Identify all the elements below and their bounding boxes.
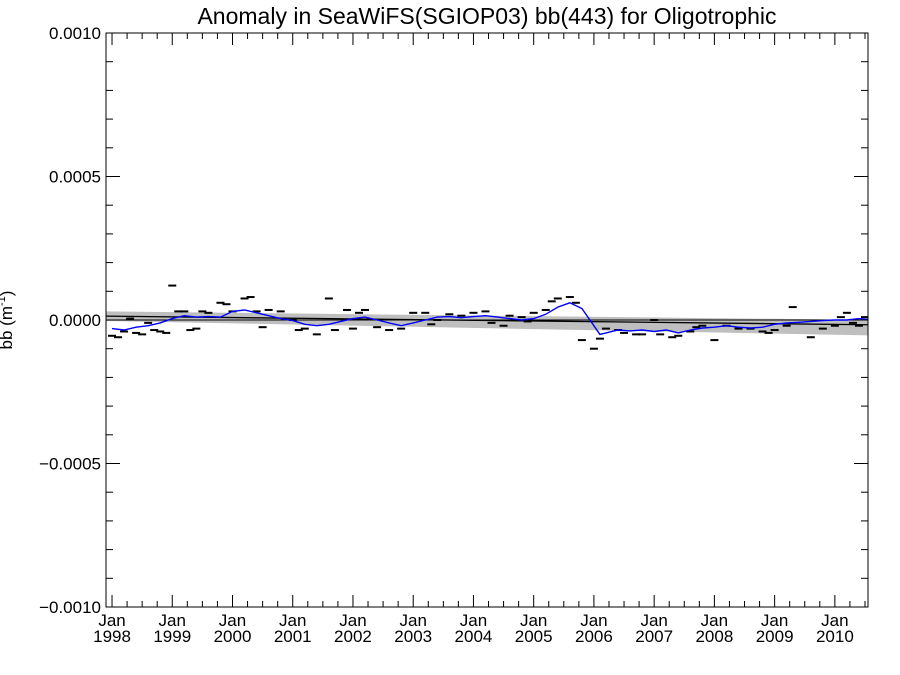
x-tick-month-label: Jan xyxy=(460,611,487,630)
x-tick-month-label: Jan xyxy=(761,611,788,630)
x-tick-month-label: Jan xyxy=(701,611,728,630)
x-tick-year-label: 1998 xyxy=(93,627,131,646)
x-tick-year-label: 2005 xyxy=(515,627,553,646)
smoothed-anomaly-line xyxy=(111,302,868,336)
y-axis-label: bb (m-1) xyxy=(0,291,16,350)
x-tick-month-label: Jan xyxy=(821,611,848,630)
x-tick-month-label: Jan xyxy=(399,611,426,630)
x-tick-month-label: Jan xyxy=(580,611,607,630)
trend-line xyxy=(106,315,868,326)
x-tick-month-label: Jan xyxy=(640,611,667,630)
y-axis-label-main: bb (m xyxy=(0,306,16,349)
x-ticks: Jan1998Jan1999Jan2000Jan2001Jan2002Jan20… xyxy=(93,33,866,646)
chart-title: Anomaly in SeaWiFS(SGIOP03) bb(443) for … xyxy=(197,3,776,29)
x-tick-year-label: 1999 xyxy=(153,627,191,646)
y-axis-label-exponent: -1 xyxy=(0,296,8,306)
x-tick-month-label: Jan xyxy=(98,611,125,630)
x-tick-month-label: Jan xyxy=(279,611,306,630)
x-tick-month-label: Jan xyxy=(159,611,186,630)
x-tick-year-label: 2007 xyxy=(635,627,673,646)
confidence-band xyxy=(106,311,868,336)
y-ticks: −0.0010 −0.0005 0.0000 0.0005 0.0010 xyxy=(39,24,868,617)
y-tick-label: −0.0010 xyxy=(39,598,101,617)
x-tick-month-label: Jan xyxy=(219,611,246,630)
x-tick-month-label: Jan xyxy=(339,611,366,630)
x-tick-year-label: 2006 xyxy=(575,627,613,646)
x-tick-month-label: Jan xyxy=(520,611,547,630)
y-tick-label: 0.0000 xyxy=(49,311,101,330)
y-tick-label: −0.0005 xyxy=(39,455,101,474)
y-axis-label-close: ) xyxy=(0,291,16,297)
x-tick-year-label: 2004 xyxy=(455,627,493,646)
x-tick-year-label: 2009 xyxy=(756,627,794,646)
x-tick-year-label: 2008 xyxy=(695,627,733,646)
x-tick-year-label: 2002 xyxy=(334,627,372,646)
x-tick-year-label: 2003 xyxy=(394,627,432,646)
y-tick-label: 0.0010 xyxy=(49,24,101,43)
y-tick-label: 0.0005 xyxy=(49,168,101,187)
x-tick-year-label: 2010 xyxy=(816,627,854,646)
plot-layer xyxy=(106,284,868,350)
x-tick-year-label: 2000 xyxy=(214,627,252,646)
x-tick-year-label: 2001 xyxy=(274,627,312,646)
